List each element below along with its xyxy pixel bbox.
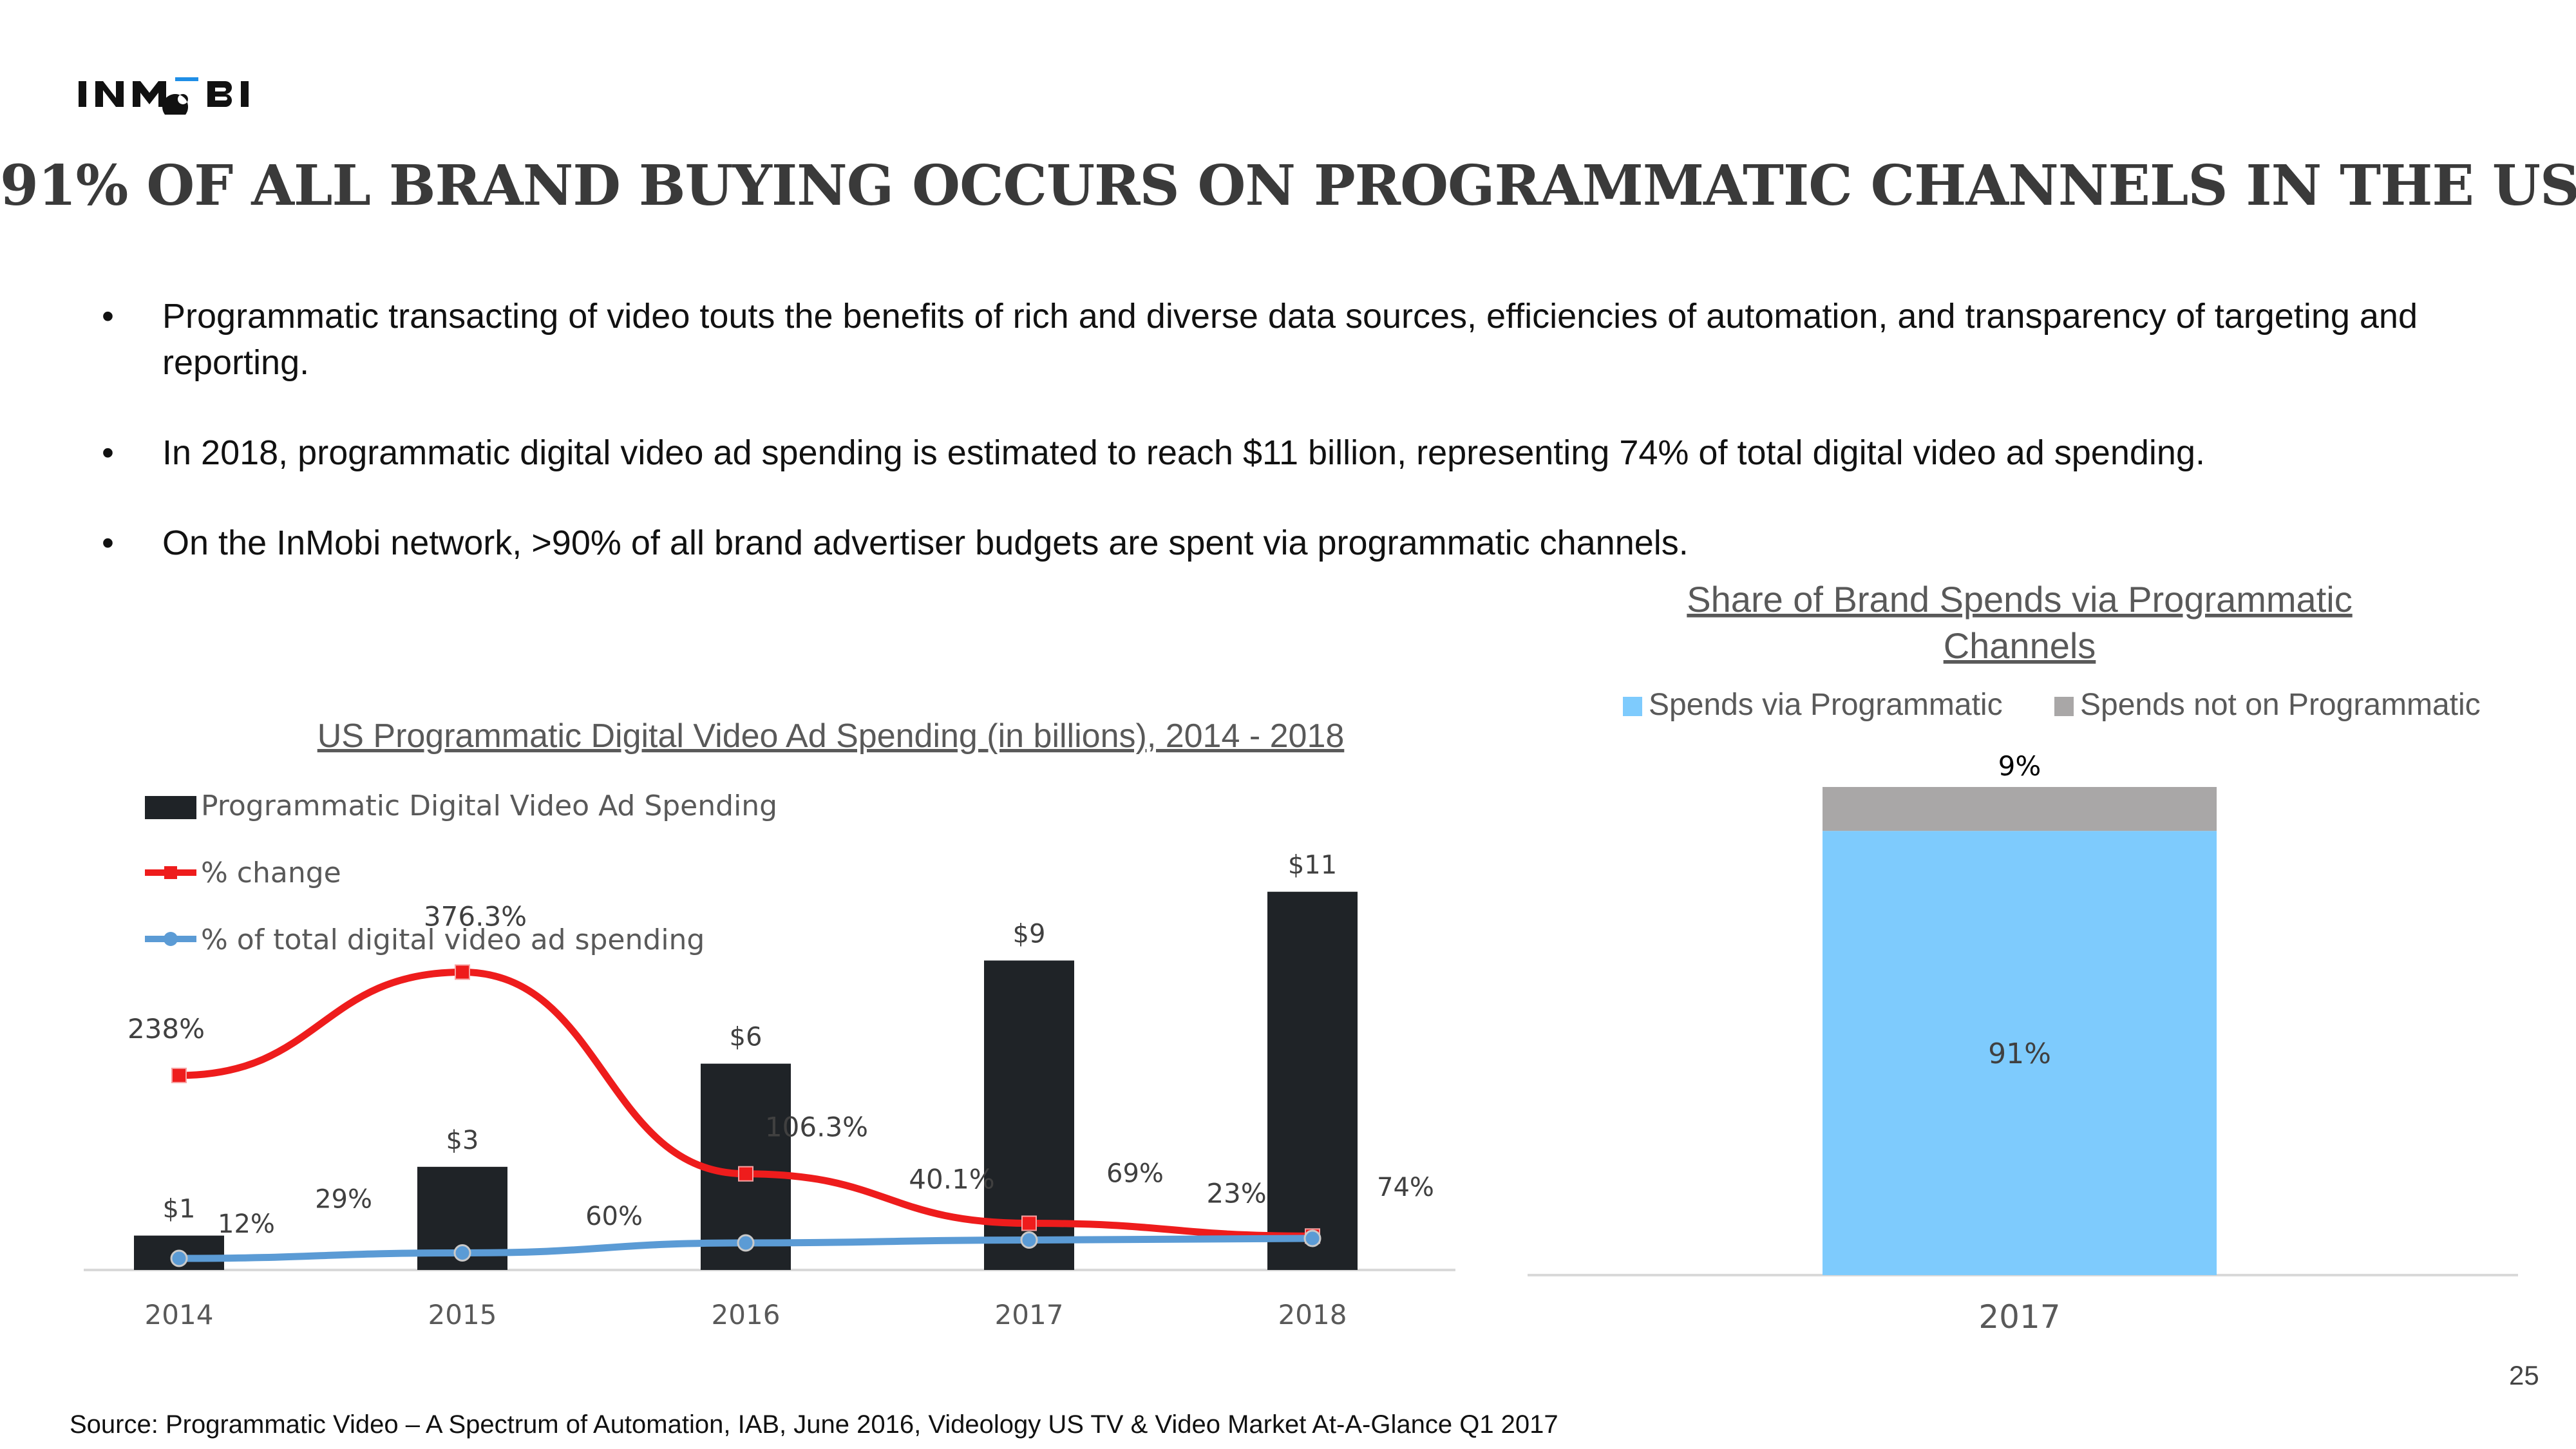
bullet-dot: • bbox=[102, 433, 114, 472]
inmobi-logo-mark bbox=[79, 77, 249, 120]
legend-marker-share bbox=[164, 932, 178, 946]
stacked-bar: 91% 9% bbox=[1823, 750, 2217, 1275]
left-chart-title: US Programmatic Digital Video Ad Spendin… bbox=[317, 717, 1345, 755]
bullet-dot: • bbox=[102, 524, 114, 562]
line-series: 238% 376.3% 106.3% 40.1% 23% 12% 29% 60% 69% 74% bbox=[128, 900, 1434, 1267]
right-x-tick-label: 2017 bbox=[1978, 1298, 2060, 1336]
legend-label-not-programmatic: Spends not on Programmatic bbox=[2080, 688, 2481, 722]
bullet-dot: • bbox=[102, 297, 114, 336]
bar-2018 bbox=[1267, 891, 1358, 1270]
stack-label-programmatic: 91% bbox=[1988, 1037, 2051, 1070]
bar-label-2016: $6 bbox=[730, 1023, 762, 1052]
bullet-text: In 2018, programmatic digital video ad s… bbox=[162, 433, 2205, 472]
bar-data-labels: $1 $3 $6 $9 $11 bbox=[163, 851, 1338, 1224]
logo-accent bbox=[175, 77, 198, 81]
share-point-2016 bbox=[737, 1234, 755, 1252]
share-label-2016: 60% bbox=[585, 1202, 643, 1231]
x-tick-labels: 2014 2015 2016 2017 2018 bbox=[145, 1299, 1347, 1331]
bar-label-2018: $11 bbox=[1288, 851, 1337, 880]
right-chart-title-line1: Share of Brand Spends via Programmatic bbox=[1687, 579, 2352, 620]
legend-label-change: % change bbox=[201, 857, 341, 889]
share-point-2015 bbox=[453, 1244, 471, 1262]
share-point-2014 bbox=[170, 1249, 188, 1267]
bullet-item: • Programmatic transacting of video tout… bbox=[90, 293, 2473, 386]
change-point-2014 bbox=[171, 1067, 187, 1083]
legend-swatch-programmatic bbox=[1623, 697, 1642, 716]
change-label-2014: 238% bbox=[128, 1013, 205, 1045]
x-tick-2016: 2016 bbox=[712, 1299, 781, 1331]
bar-series bbox=[134, 891, 1358, 1270]
change-label-2016: 106.3% bbox=[765, 1112, 868, 1143]
left-chart: US Programmatic Digital Video Ad Spendin… bbox=[84, 717, 1455, 1331]
share-label-2017: 69% bbox=[1106, 1159, 1164, 1189]
source-note: Source: Programmatic Video – A Spectrum … bbox=[70, 1410, 1558, 1439]
bullet-item: • On the InMobi network, >90% of all bra… bbox=[90, 520, 2473, 566]
change-label-2018: 23% bbox=[1206, 1177, 1266, 1209]
right-chart-title-line2: Channels bbox=[1944, 625, 2096, 666]
bullet-text: Programmatic transacting of video touts … bbox=[162, 297, 2418, 382]
change-point-2015 bbox=[455, 964, 470, 980]
share-label-2014: 12% bbox=[218, 1209, 275, 1239]
legend-swatch-not-programmatic bbox=[2054, 697, 2074, 716]
x-tick-2014: 2014 bbox=[145, 1299, 214, 1331]
line-percent-change bbox=[175, 968, 1316, 1240]
stack-label-not-programmatic: 9% bbox=[1998, 750, 2041, 782]
legend-label-bars: Programmatic Digital Video Ad Spending bbox=[201, 790, 777, 822]
stack-segment-not-programmatic bbox=[1823, 787, 2217, 831]
share-label-2018: 74% bbox=[1377, 1173, 1434, 1202]
x-tick-2018: 2018 bbox=[1278, 1299, 1347, 1331]
change-point-2017 bbox=[1021, 1215, 1037, 1231]
bullet-text: On the InMobi network, >90% of all brand… bbox=[162, 524, 1689, 562]
page-number: 25 bbox=[2509, 1360, 2539, 1390]
inmobi-logo bbox=[79, 76, 298, 120]
legend-marker-change bbox=[164, 866, 177, 879]
legend-swatch-bars bbox=[145, 796, 196, 819]
x-tick-2015: 2015 bbox=[428, 1299, 497, 1331]
x-tick-2017: 2017 bbox=[995, 1299, 1064, 1331]
change-label-2017: 40.1% bbox=[909, 1163, 994, 1195]
bullet-item: • In 2018, programmatic digital video ad… bbox=[90, 430, 2473, 476]
bullet-list: • Programmatic transacting of video tout… bbox=[90, 293, 2473, 610]
share-label-2015: 29% bbox=[315, 1185, 372, 1215]
bar-label-2017: $9 bbox=[1013, 919, 1046, 949]
right-chart: Share of Brand Spends via Programmatic C… bbox=[1528, 579, 2518, 1336]
bar-label-2015: $3 bbox=[446, 1126, 479, 1155]
share-point-2018 bbox=[1303, 1229, 1321, 1247]
change-label-2015: 376.3% bbox=[424, 900, 527, 932]
bar-label-2014: $1 bbox=[163, 1195, 196, 1224]
legend-label-programmatic: Spends via Programmatic bbox=[1649, 688, 2003, 722]
legend-label-share: % of total digital video ad spending bbox=[201, 923, 705, 956]
change-point-2016 bbox=[738, 1166, 753, 1182]
page-title: 91% OF ALL BRAND BUYING OCCURS ON PROGRA… bbox=[0, 153, 2576, 218]
share-point-2017 bbox=[1020, 1231, 1038, 1249]
stack-segment-programmatic bbox=[1823, 831, 2217, 1275]
